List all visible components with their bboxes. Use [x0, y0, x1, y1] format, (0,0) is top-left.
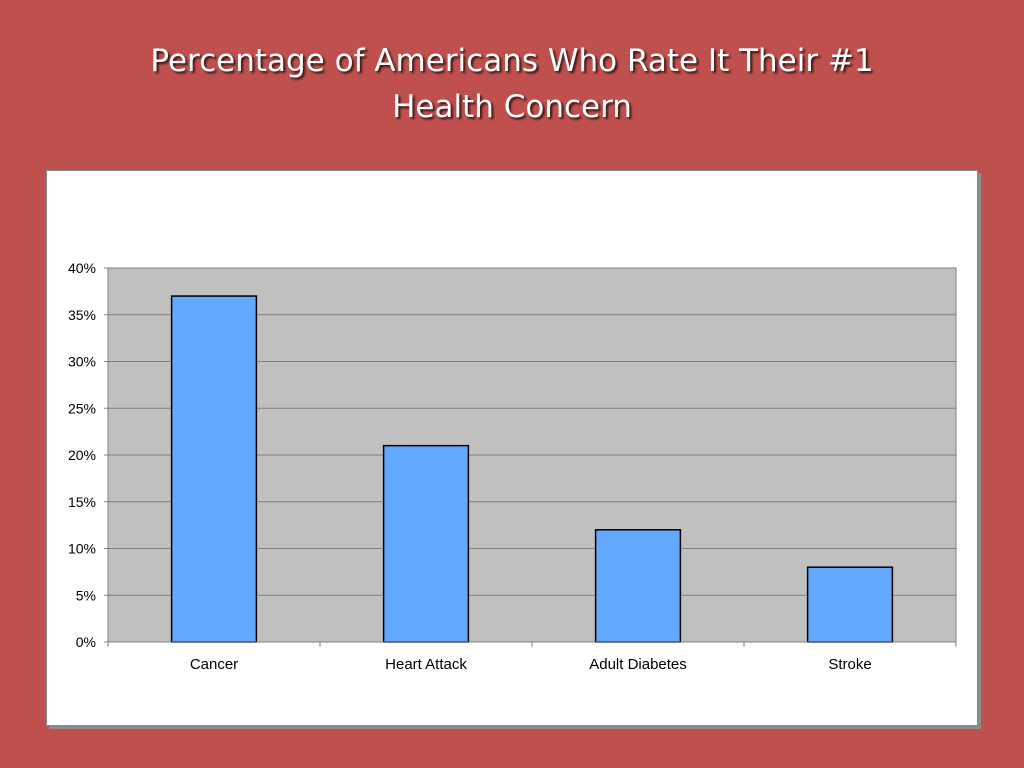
y-tick-label: 5%: [76, 587, 96, 603]
y-tick-label: 0%: [76, 634, 96, 650]
slide-title-line-1: Percentage of Americans Who Rate It Thei…: [150, 43, 874, 79]
bars: [170, 295, 894, 643]
y-tick-label: 20%: [68, 447, 96, 463]
y-tick-label: 30%: [68, 354, 96, 370]
bar-adult-diabetes: [594, 529, 682, 643]
bar-cancer: [170, 295, 258, 643]
x-category-label: Cancer: [190, 656, 238, 673]
bar-chart: 0% 5% 10% 15% 20% 25% 30% 35% 40% Cancer Heart Att…: [68, 260, 957, 673]
y-tick-label: 25%: [68, 400, 96, 416]
y-tick-label: 40%: [68, 260, 96, 276]
x-category-label: Adult Diabetes: [589, 656, 687, 673]
slide-title-line-2: Health Concern: [392, 89, 632, 125]
x-category-label: Stroke: [828, 656, 871, 673]
y-tick-label: 15%: [68, 494, 96, 510]
y-tick-label: 35%: [68, 307, 96, 323]
bar-heart-attack: [382, 444, 470, 643]
bar-stroke: [806, 566, 894, 643]
y-tick-label: 10%: [68, 541, 96, 557]
axes: [104, 267, 957, 647]
slide-title: Percentage of Americans Who Rate It Thei…: [62, 38, 962, 130]
chart-area: 0% 5% 10% 15% 20% 25% 30% 35% 40% Cancer Heart Att…: [46, 170, 978, 726]
x-category-label: Heart Attack: [385, 656, 467, 673]
labels: 0% 5% 10% 15% 20% 25% 30% 35% 40% Cancer Heart Att…: [68, 260, 872, 673]
